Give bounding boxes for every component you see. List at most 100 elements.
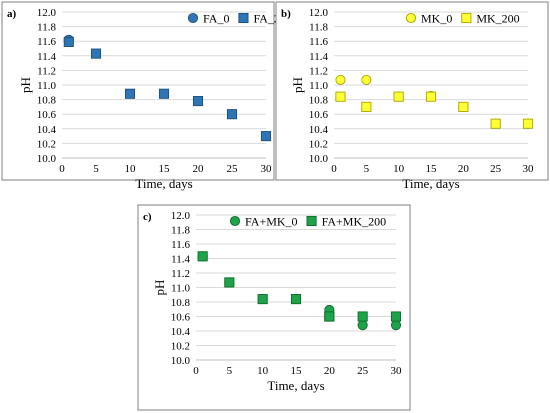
x-tick-label: 0 <box>193 365 199 377</box>
data-point-square <box>522 118 534 129</box>
y-axis-title: pH <box>290 77 305 93</box>
legend-marker-circle <box>187 12 199 24</box>
panel-frame <box>275 1 549 181</box>
data-point-square <box>224 277 235 288</box>
x-tick-label: 20 <box>324 365 336 377</box>
data-point-circle <box>357 320 368 331</box>
y-tick-label: 10.0 <box>37 153 57 165</box>
data-point-square <box>393 91 404 102</box>
y-tick-label: 10.4 <box>37 124 57 136</box>
y-tick-label: 10.2 <box>37 138 56 150</box>
y-tick-label: 11.4 <box>309 51 328 63</box>
data-point-square <box>324 311 335 322</box>
data-point-circle <box>390 320 402 331</box>
y-tick-label: 12.0 <box>309 7 329 19</box>
data-point-square <box>158 88 170 99</box>
x-tick-label: 25 <box>357 365 369 377</box>
y-tick-label: 11.8 <box>309 22 328 34</box>
legend-marker-square <box>306 215 317 227</box>
data-point-circle <box>361 74 372 85</box>
y-tick-label: 11.2 <box>171 268 190 280</box>
legend-marker-square <box>461 12 472 24</box>
y-tick-label: 12.0 <box>37 7 57 19</box>
x-tick-label: 0 <box>59 163 65 175</box>
y-tick-label: 10.6 <box>171 312 191 324</box>
y-tick-label: 11.4 <box>37 51 56 63</box>
y-tick-label: 10.4 <box>309 124 329 136</box>
legend-label: FA+MK_0 <box>245 215 298 229</box>
legend-label: MK_200 <box>476 12 519 26</box>
panel-label: a) <box>7 8 17 20</box>
data-point-square <box>425 91 437 102</box>
x-tick-label: 15 <box>426 163 438 175</box>
y-tick-label: 11.0 <box>171 283 190 295</box>
data-point-square <box>357 311 368 322</box>
legend-label: FA+MK_200 <box>322 215 387 229</box>
y-tick-label: 10.6 <box>309 109 329 121</box>
data-point-square <box>226 109 238 120</box>
y-tick-label: 10.0 <box>171 355 191 367</box>
panel-label: c) <box>143 211 152 223</box>
y-tick-label: 11.2 <box>309 65 328 77</box>
legend-marker-circle <box>229 215 241 227</box>
x-axis-title: Time, days <box>402 176 459 191</box>
y-tick-label: 12.0 <box>171 210 191 222</box>
x-tick-label: 10 <box>125 163 137 175</box>
x-tick-label: 20 <box>458 163 470 175</box>
data-point-square <box>335 91 346 102</box>
chart-panel-1: 10.0 10.2 10.4 10.6 10.8 11.0 11.2 11.4 11.6 11.8… <box>1 1 292 191</box>
chart-panel-3: 10.0 10.2 10.4 10.6 10.8 11.0 11.2 11.4 11.6 11.8… <box>137 204 411 411</box>
data-point-square <box>458 101 469 112</box>
data-point-square <box>257 294 268 305</box>
x-tick-label: 15 <box>159 163 171 175</box>
data-point-circle <box>335 74 346 85</box>
data-point-square <box>290 294 302 305</box>
y-tick-label: 11.6 <box>309 36 328 48</box>
data-point-square <box>361 101 372 112</box>
data-point-square <box>124 88 136 99</box>
x-tick-label: 10 <box>257 365 269 377</box>
legend-marker-circle <box>405 12 417 24</box>
y-tick-label: 10.2 <box>309 138 328 150</box>
y-tick-label: 10.4 <box>171 326 191 338</box>
y-tick-label: 10.6 <box>37 109 57 121</box>
x-tick-label: 25 <box>227 163 239 175</box>
x-tick-label: 30 <box>391 365 403 377</box>
y-tick-label: 10.8 <box>37 95 57 107</box>
data-point-square <box>63 36 74 47</box>
y-tick-label: 11.6 <box>171 239 190 251</box>
panel-label: b) <box>281 8 291 20</box>
y-axis-title: pH <box>18 77 33 93</box>
data-point-square <box>260 131 272 142</box>
data-point-square <box>90 48 102 59</box>
panel-frame <box>1 1 275 181</box>
y-tick-label: 11.6 <box>37 36 56 48</box>
x-tick-label: 5 <box>93 163 99 175</box>
x-tick-label: 30 <box>261 163 273 175</box>
panel-frame <box>137 204 411 411</box>
y-tick-label: 11.8 <box>171 225 190 237</box>
y-tick-label: 10.8 <box>309 95 329 107</box>
y-tick-label: 10.8 <box>171 297 191 309</box>
y-tick-label: 11.4 <box>171 254 190 266</box>
data-point-square <box>390 311 402 322</box>
data-point-square <box>197 251 208 262</box>
x-tick-label: 25 <box>490 163 502 175</box>
legend-label: MK_0 <box>421 12 452 26</box>
y-tick-label: 10.2 <box>171 341 190 353</box>
data-point-square <box>490 118 501 129</box>
x-tick-label: 15 <box>291 365 303 377</box>
chart-panel-2: 10.0 10.2 10.4 10.6 10.8 11.0 11.2 11.4 11.6 11.8… <box>275 1 549 191</box>
x-tick-label: 30 <box>523 163 535 175</box>
y-axis-title: pH <box>152 280 167 296</box>
legend-marker-square <box>238 12 249 24</box>
x-tick-label: 20 <box>193 163 205 175</box>
legend-label: FA_0 <box>203 12 229 26</box>
x-axis-title: Time, days <box>267 378 324 393</box>
y-tick-label: 11.0 <box>309 80 328 92</box>
x-tick-label: 0 <box>331 163 337 175</box>
y-tick-label: 11.2 <box>37 65 56 77</box>
x-tick-label: 5 <box>364 163 370 175</box>
x-axis-title: Time, days <box>135 176 192 191</box>
